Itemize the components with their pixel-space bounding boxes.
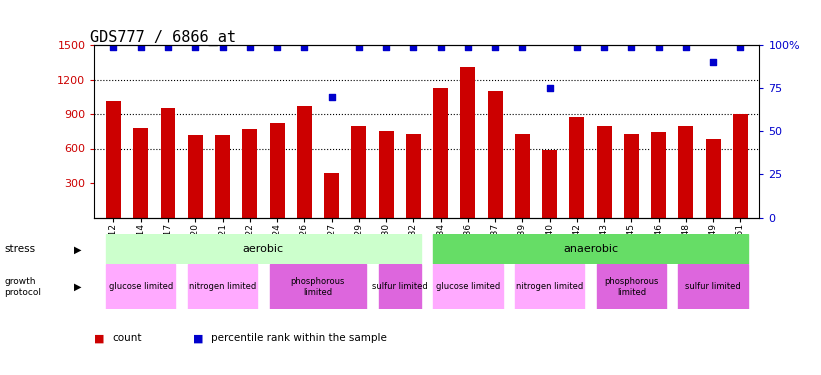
Bar [378,264,421,309]
Bar [597,126,612,218]
Point [488,44,502,50]
Bar [515,134,530,218]
Point [379,44,392,50]
Bar [406,134,421,218]
Bar [215,135,230,218]
Point [325,94,338,100]
Bar [461,67,475,218]
Bar [351,126,366,218]
Point [461,44,475,50]
Text: glucose limited: glucose limited [108,282,173,291]
Text: ■: ■ [94,333,105,344]
Bar [378,131,393,218]
Point [270,44,283,50]
Point [189,44,202,50]
Text: ■: ■ [193,333,204,344]
Text: GDS777 / 6866_at: GDS777 / 6866_at [90,30,236,46]
Bar [106,101,121,217]
Bar [242,129,257,218]
Text: stress: stress [4,244,35,254]
Text: phosphorous
limited: phosphorous limited [604,277,658,297]
Text: ▶: ▶ [74,244,81,254]
Point [652,44,665,50]
Bar [597,264,666,309]
Text: phosphorous
limited: phosphorous limited [291,277,345,297]
Bar [188,135,203,218]
Text: count: count [112,333,142,344]
Bar [624,134,639,218]
Bar [106,264,176,309]
Bar [324,172,339,217]
Text: nitrogen limited: nitrogen limited [189,282,256,291]
Point [107,44,120,50]
Text: aerobic: aerobic [243,244,284,254]
Point [243,44,256,50]
Bar [705,139,721,218]
Point [434,44,447,50]
Bar [296,106,312,218]
Point [543,85,556,91]
Point [625,44,638,50]
Bar [733,114,748,218]
Text: sulfur limited: sulfur limited [686,282,741,291]
Bar [269,264,366,309]
Bar [678,126,693,218]
Point [516,44,529,50]
Point [352,44,365,50]
Point [707,59,720,65]
Text: nitrogen limited: nitrogen limited [516,282,583,291]
Bar [569,117,585,218]
Bar [161,108,176,217]
Bar [433,234,748,264]
Bar [488,91,502,218]
Bar [433,264,502,309]
Bar [515,264,585,309]
Point [598,44,611,50]
Point [134,44,147,50]
Point [679,44,692,50]
Point [216,44,229,50]
Point [734,44,747,50]
Point [406,44,420,50]
Bar [269,123,285,218]
Bar [651,132,666,218]
Bar [106,234,421,264]
Point [162,44,175,50]
Text: growth
protocol: growth protocol [4,277,41,297]
Point [298,44,311,50]
Text: ▶: ▶ [74,282,81,292]
Point [571,44,584,50]
Bar [433,87,448,218]
Text: glucose limited: glucose limited [436,282,500,291]
Text: anaerobic: anaerobic [563,244,618,254]
Bar [678,264,748,309]
Bar [133,128,149,218]
Text: sulfur limited: sulfur limited [372,282,428,291]
Text: percentile rank within the sample: percentile rank within the sample [211,333,387,344]
Bar [542,150,557,217]
Bar [188,264,257,309]
